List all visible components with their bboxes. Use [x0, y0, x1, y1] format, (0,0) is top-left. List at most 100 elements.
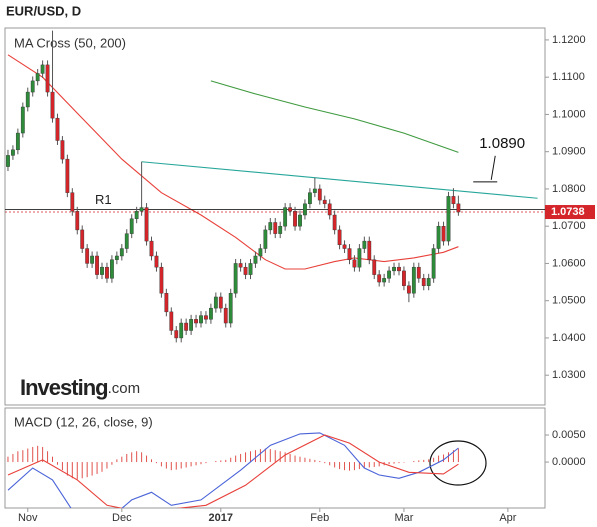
candle-body [367, 240, 372, 260]
x-tick-label: Feb [310, 512, 329, 524]
candle-body [347, 248, 352, 260]
candle-body [105, 266, 109, 279]
candle-body [189, 319, 194, 331]
candle-body [327, 203, 332, 216]
candle-body [362, 240, 367, 249]
candle-body [119, 248, 124, 257]
candle-body [55, 117, 60, 141]
candle-body [411, 266, 416, 294]
candle-body [248, 263, 253, 275]
candle-body [80, 229, 85, 249]
candle-body [213, 296, 218, 309]
candle-body [278, 225, 283, 234]
y-tick-label: 0.0000 [552, 456, 586, 468]
candle-body [392, 266, 396, 272]
moving-average [210, 80, 459, 153]
candle-body [441, 225, 446, 242]
candle-body [451, 196, 456, 205]
candle-body [75, 211, 80, 231]
candle-body [100, 266, 104, 275]
macd-plot [7, 432, 459, 508]
candle-body [436, 225, 441, 249]
y-tick-label: 1.0800 [552, 183, 586, 195]
candle-body [85, 248, 90, 264]
candle-body [456, 203, 461, 213]
candle-body [199, 315, 203, 324]
macd-panel [4, 407, 546, 509]
candle-body [273, 222, 278, 234]
candle-body [332, 214, 337, 231]
x-tick-label: 2017 [209, 512, 233, 524]
candle-body [124, 233, 129, 249]
candle-body [30, 80, 35, 93]
y-tick-label: 1.1200 [552, 34, 586, 46]
candle-body [144, 207, 149, 242]
candle-body [446, 196, 451, 242]
candle-body [421, 278, 426, 286]
y-tick-label: 1.0400 [552, 332, 586, 344]
candle-body [397, 266, 401, 272]
candle-body [194, 319, 198, 324]
candle-body [233, 263, 238, 294]
candle-body [179, 322, 184, 339]
y-tick-label: 1.1000 [552, 108, 586, 120]
candle-body [15, 132, 20, 151]
candle-body [402, 270, 406, 286]
candle-body [243, 266, 248, 275]
candle-body [11, 149, 15, 156]
macd-line [7, 434, 459, 508]
candle-body [357, 248, 362, 268]
candle-body [114, 255, 119, 260]
candle-body [35, 73, 40, 82]
candle-body [95, 255, 99, 275]
main-panel [4, 27, 546, 406]
price-tag [545, 205, 595, 220]
y-tick-label: 1.0500 [552, 295, 586, 307]
candle-body [218, 296, 223, 309]
candle-body [90, 255, 95, 264]
candle-body [312, 188, 317, 193]
candle-body [307, 192, 312, 205]
candle-body [154, 255, 159, 268]
candle-body [174, 330, 179, 339]
candle-body [372, 259, 377, 275]
annotation-leader [490, 155, 496, 180]
candle-body [204, 315, 208, 320]
candle-body [317, 188, 322, 201]
candle-body [253, 255, 258, 264]
candle-body [184, 322, 189, 331]
candle-body [352, 259, 357, 268]
pivot-label: R1 [95, 192, 112, 207]
x-tick-label: Apr [499, 512, 516, 524]
axes: 1.1200 1.1100 1.1000 1.0900 1.0800 1.0700 1.06… [18, 34, 595, 524]
macd-line [7, 432, 459, 508]
candle-body [293, 211, 297, 227]
candle-body [60, 140, 65, 160]
y-tick-label: 0.0050 [552, 429, 586, 441]
candle-body [228, 293, 233, 324]
candle-body [223, 307, 228, 324]
logo-suffix: .com [108, 380, 141, 397]
x-tick-label: Mar [394, 512, 413, 524]
candle-body [134, 211, 139, 219]
candle-body [238, 263, 243, 268]
candle-body [377, 274, 382, 283]
y-tick-label: 1.1100 [552, 71, 585, 83]
candle-body [387, 270, 391, 279]
candle-body [110, 259, 114, 279]
candle-body [298, 214, 302, 227]
candle-body [416, 266, 421, 279]
moving-average [7, 54, 459, 270]
candle-body [322, 199, 327, 205]
candle-body [6, 155, 10, 167]
candle-body [263, 229, 268, 249]
trendline [141, 161, 538, 199]
candle-body [431, 248, 436, 279]
candle-body [45, 64, 50, 93]
candle-body [406, 285, 411, 294]
candle-body [382, 278, 387, 283]
candle-body [40, 64, 45, 74]
indicator-label: MA Cross (50, 200) [14, 35, 126, 50]
candle-body [139, 207, 144, 212]
